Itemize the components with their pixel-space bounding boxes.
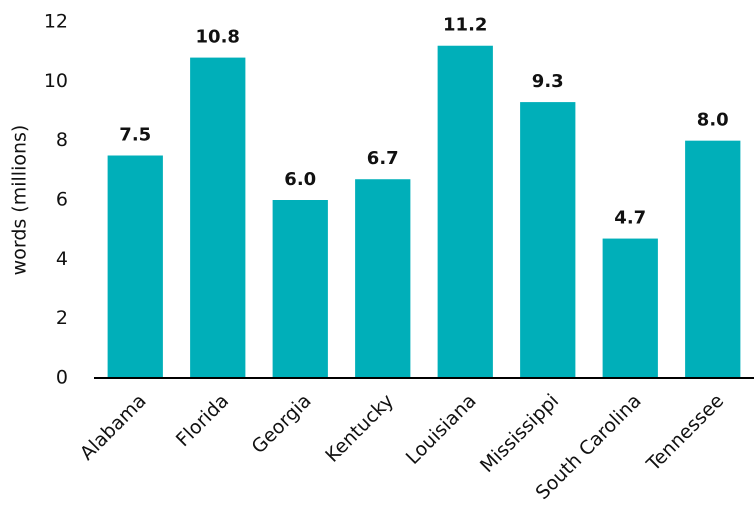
data-label: 6.0 xyxy=(284,169,316,190)
data-label: 9.3 xyxy=(532,71,564,92)
y-tick-label: 4 xyxy=(56,248,68,270)
x-tick-label: Kentucky xyxy=(321,390,398,467)
y-tick-label: 10 xyxy=(44,70,68,92)
x-tick-label: Georgia xyxy=(247,390,315,458)
data-label: 11.2 xyxy=(443,15,487,36)
y-axis-label: words (millions) xyxy=(9,125,31,276)
bar xyxy=(355,179,411,378)
y-tick-label: 12 xyxy=(44,11,68,33)
bar xyxy=(520,102,576,378)
bar xyxy=(272,200,328,378)
bar xyxy=(190,57,246,378)
data-label: 4.7 xyxy=(614,208,646,229)
data-label: 10.8 xyxy=(196,27,240,48)
data-label: 7.5 xyxy=(119,125,151,146)
x-tick-label: Florida xyxy=(172,390,233,451)
x-tick-label: Mississippi xyxy=(476,390,563,477)
y-tick-label: 2 xyxy=(56,307,68,329)
x-tick-label: Tennessee xyxy=(642,390,728,476)
y-tick-label: 6 xyxy=(56,189,68,211)
data-label: 6.7 xyxy=(367,148,399,169)
x-tick-label: Alabama xyxy=(76,390,151,465)
bar xyxy=(602,238,658,378)
bar xyxy=(437,45,493,378)
y-tick-label: 0 xyxy=(56,367,68,389)
y-tick-label: 8 xyxy=(56,129,68,151)
x-tick-label: Louisiana xyxy=(402,390,481,469)
bar xyxy=(685,140,741,378)
data-label: 8.0 xyxy=(697,110,729,131)
bar xyxy=(107,155,163,378)
